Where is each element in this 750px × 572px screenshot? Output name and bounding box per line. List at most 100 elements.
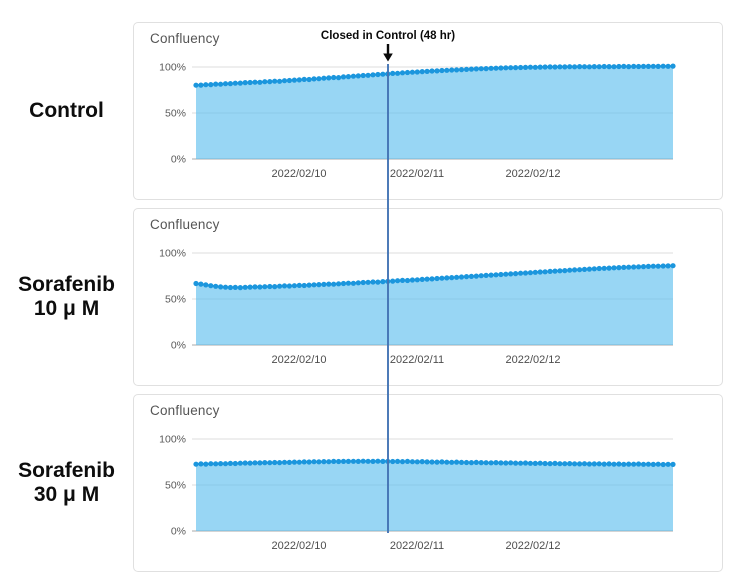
data-point (429, 68, 435, 74)
data-point (208, 461, 214, 467)
data-point (340, 280, 347, 287)
x-tick-label: 2022/02/10 (271, 540, 326, 552)
data-point (409, 69, 415, 75)
data-point (247, 284, 253, 290)
confluency-chart-control: 100% 50% 0% 2022/02/10 2022/02/11 2022/02/12 (159, 62, 676, 180)
data-point (198, 82, 204, 88)
data-point (277, 78, 283, 84)
data-point (665, 263, 671, 269)
data-point (316, 459, 322, 465)
data-point (631, 264, 637, 270)
y-tick-label: 100% (159, 62, 186, 74)
chart-title: Confluency (150, 217, 220, 232)
data-point (257, 460, 263, 466)
data-point (365, 279, 371, 285)
x-tick-label: 2022/02/12 (505, 540, 560, 552)
data-point (227, 81, 233, 87)
data-point (222, 81, 229, 87)
row-label-sorafenib-30: Sorafenib 30 μ M (0, 394, 133, 572)
data-point (399, 277, 406, 283)
y-tick-label: 0% (171, 154, 186, 166)
data-point (488, 460, 494, 466)
data-point (390, 70, 396, 76)
data-point (198, 281, 204, 287)
data-point (306, 76, 312, 83)
data-point (296, 282, 302, 288)
data-point (483, 460, 489, 466)
data-point (404, 277, 411, 284)
x-tick-label: 2022/02/11 (390, 540, 444, 552)
data-point (537, 460, 543, 466)
data-point (567, 267, 573, 273)
x-tick-label: 2022/02/10 (271, 168, 326, 180)
data-point (281, 78, 288, 84)
data-point (537, 64, 543, 70)
data-point (611, 64, 617, 70)
data-point (518, 64, 524, 71)
data-point (203, 82, 209, 88)
data-point (399, 459, 406, 465)
data-point (665, 461, 671, 467)
data-point (286, 77, 292, 84)
data-point (444, 67, 450, 73)
data-point (301, 282, 307, 289)
data-point (468, 66, 474, 72)
data-point (203, 461, 209, 467)
x-tick-label: 2022/02/12 (505, 168, 560, 180)
data-point (670, 461, 676, 467)
data-point (493, 65, 499, 71)
chart-panel-sorafenib-30: Confluency 100% 50% 0% 2022/02/10 2022/02/11… (133, 394, 723, 572)
y-tick-label: 0% (171, 340, 186, 352)
data-point (434, 459, 440, 465)
data-point (626, 64, 632, 70)
data-point (473, 459, 479, 465)
data-point (365, 458, 371, 464)
data-point (360, 279, 366, 286)
data-point (272, 459, 278, 466)
row-label-sorafenib-10: Sorafenib 10 μ M (0, 208, 133, 386)
data-point (345, 280, 351, 286)
data-point (429, 459, 435, 465)
data-point (355, 280, 361, 286)
data-point (350, 73, 356, 79)
data-point (311, 282, 317, 288)
row-label-line: Sorafenib (18, 273, 115, 297)
data-point (572, 64, 578, 70)
data-point (640, 63, 647, 69)
data-point (601, 461, 607, 467)
data-point (380, 279, 386, 285)
data-point (232, 80, 238, 86)
data-point (198, 461, 204, 467)
data-point (513, 65, 519, 71)
data-point (522, 270, 529, 276)
data-point (296, 77, 302, 83)
data-point (596, 265, 602, 272)
data-point (375, 458, 381, 464)
data-point (601, 265, 607, 271)
data-point (326, 75, 332, 81)
data-point (277, 283, 283, 289)
data-point (227, 284, 233, 291)
data-point (557, 461, 563, 467)
data-point (572, 461, 578, 467)
data-point (640, 461, 647, 467)
data-point (547, 461, 553, 467)
data-point (454, 274, 460, 280)
data-point (257, 284, 263, 290)
data-point (616, 63, 622, 70)
data-point (222, 284, 229, 290)
data-point (424, 276, 430, 282)
data-point (621, 461, 627, 467)
data-point (508, 65, 514, 71)
data-point (552, 460, 558, 466)
data-point (626, 264, 632, 270)
data-point (586, 64, 592, 70)
data-point (340, 74, 347, 80)
data-point (370, 72, 376, 78)
data-point (586, 266, 592, 272)
y-tick-label: 50% (165, 294, 186, 306)
data-point (454, 459, 460, 465)
data-point (670, 263, 676, 269)
data-point (503, 65, 509, 71)
data-point (213, 461, 219, 467)
